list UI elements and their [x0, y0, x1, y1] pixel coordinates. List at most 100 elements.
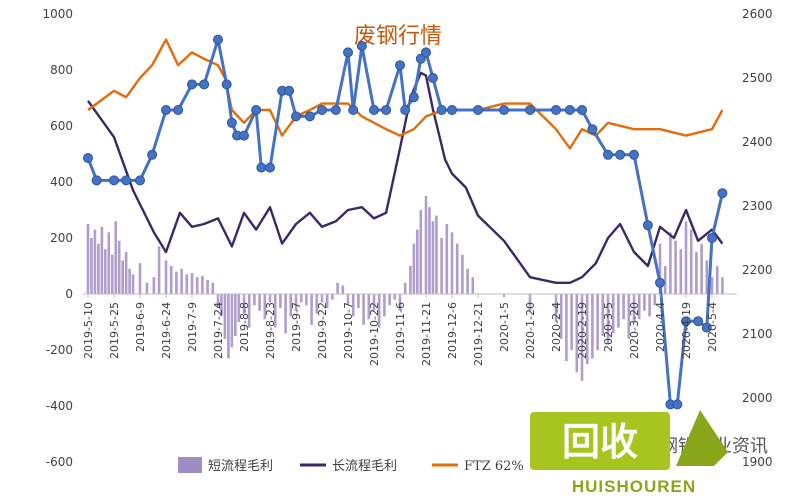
bar [424, 196, 428, 294]
bar [110, 254, 114, 294]
marker-point [135, 175, 145, 186]
bar [152, 277, 156, 294]
bar [201, 275, 204, 294]
bar [622, 294, 625, 320]
bar [466, 268, 469, 294]
x-tick-label: 2019-9-7 [290, 302, 303, 352]
marker-point [693, 316, 704, 327]
bar [554, 294, 558, 322]
bar [93, 229, 97, 294]
marker-point [317, 105, 327, 115]
bar [273, 294, 277, 328]
bar [121, 260, 124, 294]
marker-point [187, 79, 197, 90]
legend-swatch [178, 457, 202, 473]
bar [114, 221, 118, 294]
bar [357, 294, 360, 308]
marker-point [121, 175, 132, 186]
marker-point [615, 149, 626, 160]
chart-title: 废钢行情 [354, 24, 442, 49]
bar [695, 252, 698, 294]
bar [284, 294, 287, 334]
bar [445, 224, 449, 294]
x-tick-label: 2019-5-10 [82, 302, 95, 359]
bar [637, 294, 641, 320]
bar [325, 294, 329, 308]
y-tick-label: -400 [46, 399, 73, 413]
bar [591, 294, 594, 359]
bar [185, 274, 189, 294]
marker-point [291, 111, 301, 122]
bar [663, 266, 667, 294]
x-tick-label: 2019-10-7 [342, 302, 355, 359]
bar [570, 294, 573, 350]
marker-point [701, 322, 712, 333]
marker-point [525, 105, 535, 115]
bar [596, 294, 599, 350]
marker-point [83, 153, 93, 163]
marker-point [369, 105, 379, 115]
bar [169, 266, 173, 294]
marker-point [251, 105, 262, 115]
bar [117, 240, 121, 294]
marker-point [655, 277, 665, 288]
bar [617, 294, 620, 328]
marker-point [284, 85, 295, 96]
bar [679, 249, 683, 294]
x-tick-label: 2019-7-24 [212, 302, 225, 359]
legend-label: 长流程毛利 [332, 459, 397, 474]
marker-point [400, 105, 411, 115]
watermark-brand-text: HUISHOUREN [572, 477, 696, 496]
bar [310, 294, 313, 325]
bar [689, 229, 693, 294]
bar [104, 249, 107, 294]
marker-point [642, 220, 653, 231]
y-tick-label: -200 [46, 343, 73, 357]
marker-point [199, 79, 210, 90]
marker-point [265, 162, 275, 173]
bar [440, 238, 443, 294]
bar [367, 294, 371, 320]
bar [175, 271, 178, 294]
y2-tick-label: 2000 [742, 391, 773, 405]
x-tick-label: 2019-9-22 [316, 302, 329, 359]
marker-point [717, 188, 728, 199]
watermark: 钢铁行业资讯 回收 HUISHOUREN [530, 410, 768, 496]
bar [351, 294, 355, 317]
bar [331, 294, 334, 300]
bar [86, 224, 90, 294]
marker-point [356, 41, 367, 51]
bar [223, 294, 227, 339]
bar [575, 294, 579, 373]
y-tick-label: 200 [50, 231, 73, 245]
bar [435, 215, 438, 294]
bar [653, 294, 657, 306]
marker-point [499, 105, 509, 115]
marker-point [173, 105, 184, 115]
bar [237, 294, 241, 322]
bar [138, 263, 142, 294]
bar [450, 232, 454, 294]
watermark-leaf-icon [676, 410, 728, 466]
bar [559, 294, 563, 339]
bar [164, 260, 168, 294]
bar [431, 221, 435, 294]
bar [128, 268, 131, 294]
bar [428, 207, 431, 294]
x-tick-label: 2019-11-6 [394, 302, 407, 359]
marker-point [147, 149, 158, 160]
bar [289, 294, 293, 317]
bar [131, 274, 135, 294]
x-tick-label: 2020-3-20 [628, 302, 641, 359]
y2-tick-label: 2600 [742, 7, 773, 21]
bar [362, 294, 365, 325]
x-tick-label: 2019-11-21 [420, 302, 433, 366]
bar [336, 282, 339, 294]
bar [247, 294, 251, 328]
bar [388, 294, 391, 306]
x-tick-label: 2020-4-4 [654, 302, 667, 352]
marker-point [473, 105, 483, 115]
short-process-bars [86, 196, 724, 381]
bar [471, 277, 475, 294]
